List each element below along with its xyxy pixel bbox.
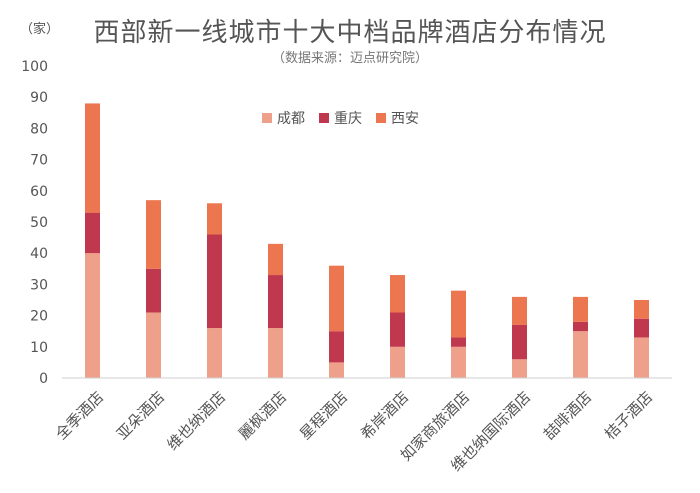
- bar-segment-chengdu: [85, 253, 100, 378]
- bar-segment-chengdu: [146, 312, 161, 378]
- y-axis: 0 10 20 30 40 50 60 70 80 90 100: [21, 59, 48, 387]
- bar-segment-chengdu: [390, 346, 405, 378]
- y-tick-label: 60: [30, 184, 48, 200]
- y-tick-label: 10: [30, 340, 48, 356]
- bar-segment-chongqing: [146, 268, 161, 313]
- legend-item-xian: 西安: [376, 108, 419, 128]
- bar-segment-xian: [634, 300, 649, 319]
- y-tick-label: 0: [39, 371, 48, 387]
- bar-segment-chongqing: [207, 234, 222, 329]
- bar-segment-chongqing: [268, 275, 283, 329]
- bar-segment-chongqing: [390, 312, 405, 347]
- bar-segment-chengdu: [451, 346, 466, 378]
- y-tick-label: 50: [30, 215, 48, 231]
- bar-segment-xian: [390, 275, 405, 313]
- x-tick-label: 麗枫酒店: [235, 388, 290, 443]
- bar-segment-xian: [268, 243, 283, 276]
- legend: 成都 重庆 西安: [262, 108, 419, 128]
- bar-segment-chengdu: [573, 331, 588, 378]
- bar-segment-xian: [85, 103, 100, 213]
- y-tick-label: 40: [30, 246, 48, 262]
- chart-title: 西部新一线城市十大中档品牌酒店分布情况: [93, 18, 607, 48]
- x-tick-label: 星程酒店: [296, 388, 351, 443]
- bar-segment-xian: [512, 296, 527, 325]
- bar-segment-chongqing: [573, 321, 588, 332]
- x-tick-label: 亚朵酒店: [113, 388, 168, 443]
- x-tick-label: 希岸酒店: [357, 388, 412, 443]
- legend-swatch-chongqing: [319, 113, 329, 123]
- y-tick-label: 90: [30, 90, 48, 106]
- bar-segment-chengdu: [512, 359, 527, 378]
- x-tick-label: 维也纳酒店: [163, 388, 229, 454]
- legend-label-chengdu: 成都: [277, 111, 305, 127]
- unit-label: （家）: [20, 22, 60, 37]
- legend-swatch-xian: [376, 113, 386, 123]
- y-tick-label: 20: [30, 309, 48, 325]
- legend-item-chengdu: 成都: [262, 108, 305, 128]
- bars: [85, 103, 649, 378]
- x-tick-label: 桔子酒店: [601, 388, 656, 443]
- bar-segment-xian: [146, 200, 161, 269]
- y-tick-label: 100: [21, 59, 48, 75]
- y-tick-label: 80: [30, 121, 48, 137]
- chart-subtitle: （数据来源：迈点研究院）: [271, 51, 428, 66]
- bar-segment-chongqing: [451, 337, 466, 347]
- bar-segment-chengdu: [329, 362, 344, 378]
- legend-swatch-chengdu: [262, 113, 272, 123]
- bar-segment-chongqing: [85, 212, 100, 254]
- bar-segment-chengdu: [634, 337, 649, 378]
- bar-segment-xian: [329, 265, 344, 332]
- y-tick-label: 30: [30, 277, 48, 293]
- bar-segment-chongqing: [329, 331, 344, 363]
- bar-segment-xian: [573, 296, 588, 322]
- bar-segment-xian: [207, 203, 222, 235]
- bar-segment-chongqing: [512, 324, 527, 360]
- bar-segment-chengdu: [207, 328, 222, 378]
- legend-label-xian: 西安: [391, 111, 419, 127]
- legend-item-chongqing: 重庆: [319, 108, 362, 128]
- bar-segment-chongqing: [634, 318, 649, 338]
- x-tick-label: 全季酒店: [52, 388, 107, 443]
- legend-label-chongqing: 重庆: [334, 111, 362, 127]
- y-tick-label: 70: [30, 153, 48, 169]
- bar-segment-xian: [451, 290, 466, 338]
- bar-segment-chengdu: [268, 328, 283, 378]
- x-tick-label: 喆啡酒店: [540, 388, 595, 443]
